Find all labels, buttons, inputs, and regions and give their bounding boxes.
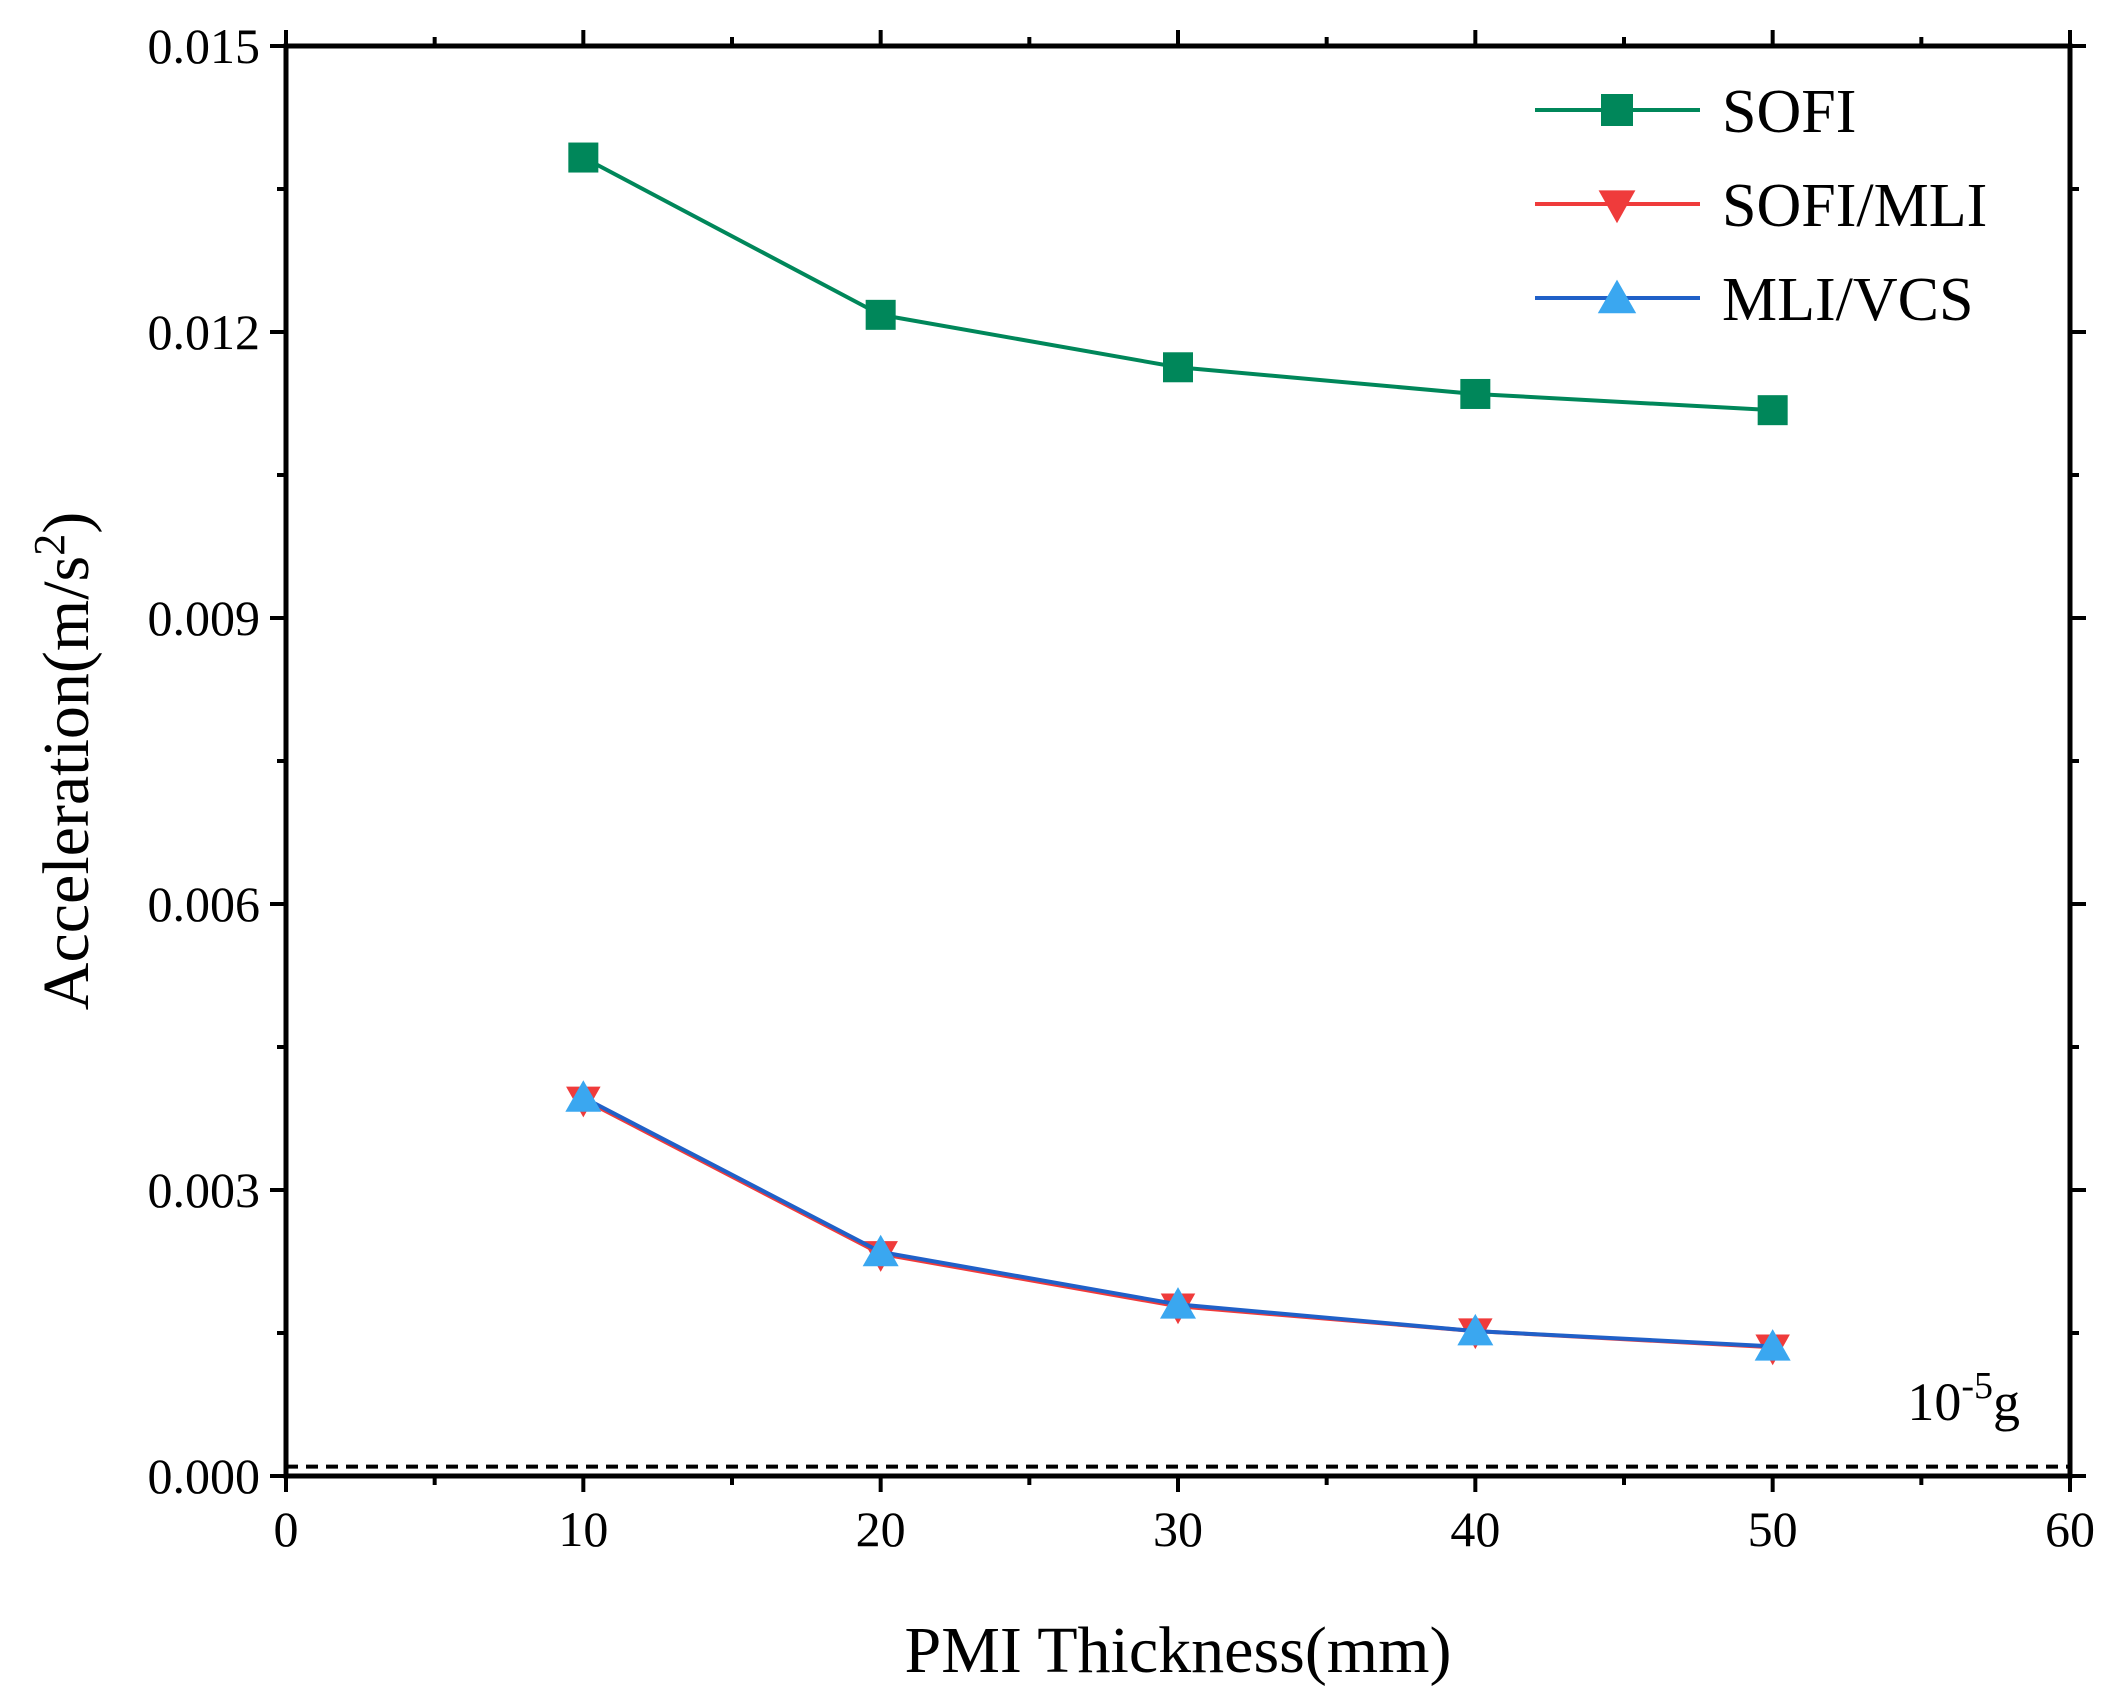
data-point-mli-vcs <box>1457 1313 1494 1346</box>
y-tick-label: 0.006 <box>148 876 261 932</box>
data-point-sofi <box>568 142 599 173</box>
reference-line-label: 10-5g <box>1907 1365 2020 1432</box>
y-axis-title-close: ) <box>30 512 103 534</box>
legend-label-mli-vcs: MLI/VCS <box>1722 266 1973 334</box>
y-tick-label: 0.009 <box>148 590 261 646</box>
y-axis-title-superscript: 2 <box>25 534 74 556</box>
y-tick-label: 0.003 <box>148 1162 261 1218</box>
x-tick-label: 20 <box>856 1501 906 1557</box>
legend-label-sofi-mli: SOFI/MLI <box>1722 172 1987 240</box>
y-axis-title-main: Acceleration(m/s <box>30 556 103 1010</box>
data-point-sofi <box>1460 378 1491 409</box>
y-tick-label: 0.015 <box>148 18 261 74</box>
legend-marker-sofi <box>1601 94 1633 126</box>
data-point-mli-vcs <box>1160 1287 1196 1319</box>
legend: SOFI SOFI/MLI MLI/VCS <box>1535 78 1987 334</box>
y-tick-label: 0.012 <box>148 304 261 360</box>
data-point-mli-vcs <box>1754 1329 1791 1361</box>
legend-marker-mli-vcs <box>1597 279 1637 314</box>
data-point-sofi <box>865 299 896 330</box>
axes: 0 10 20 30 40 50 60 0.000 0.003 0.006 0.009 0.012 0.… <box>148 18 2096 1557</box>
x-tick-label: 30 <box>1153 1501 1203 1557</box>
plot-frame <box>283 43 2073 1479</box>
reference-line-label-superscript: -5 <box>1961 1365 1993 1407</box>
x-tick-label: 40 <box>1450 1501 1500 1557</box>
legend-marker-sofi-mli <box>1598 190 1636 224</box>
x-tick-label: 50 <box>1748 1501 1798 1557</box>
y-tick-label: 0.000 <box>148 1448 261 1504</box>
plot-marks <box>286 142 2070 1469</box>
data-point-sofi <box>1163 352 1193 383</box>
x-tick-label: 0 <box>274 1501 299 1557</box>
data-point-mli-vcs <box>565 1080 602 1112</box>
y-axis-title: Acceleration(m/s2) <box>25 512 103 1010</box>
x-tick-label: 60 <box>2045 1501 2095 1557</box>
reference-line-label-base: 10 <box>1907 1372 1961 1432</box>
legend-label-sofi: SOFI <box>1722 78 1856 146</box>
x-tick-label: 10 <box>558 1501 608 1557</box>
data-point-mli-vcs <box>862 1234 899 1267</box>
reference-line-label-unit: g <box>1993 1372 2020 1432</box>
x-axis-title: PMI Thickness(mm) <box>905 1614 1452 1687</box>
data-point-sofi <box>1757 395 1788 426</box>
